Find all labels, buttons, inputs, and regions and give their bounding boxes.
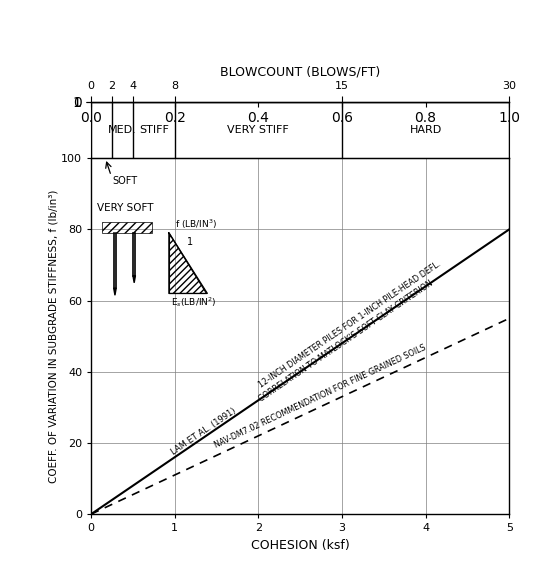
Text: SOFT: SOFT: [113, 176, 138, 186]
Polygon shape: [133, 276, 136, 282]
Text: HARD: HARD: [410, 125, 442, 135]
Text: VERY SOFT: VERY SOFT: [97, 203, 153, 213]
Text: STIFF: STIFF: [139, 125, 169, 135]
Text: 12-INCH DIAMETER PILES FOR 1-INCH PILE-HEAD DEFL.: 12-INCH DIAMETER PILES FOR 1-INCH PILE-H…: [257, 259, 443, 390]
Text: E$_s$(LB/IN$^2$): E$_s$(LB/IN$^2$): [170, 295, 216, 310]
Text: LAM ET AL. (1991): LAM ET AL. (1991): [170, 407, 238, 457]
X-axis label: BLOWCOUNT (BLOWS/FT): BLOWCOUNT (BLOWS/FT): [220, 66, 380, 79]
Text: MED.: MED.: [108, 125, 137, 135]
Text: NAV-DM7.02 RECOMMENDATION FOR FINE GRAINED SOILS: NAV-DM7.02 RECOMMENDATION FOR FINE GRAIN…: [213, 344, 427, 450]
X-axis label: COHESION (ksf): COHESION (ksf): [251, 539, 349, 552]
Y-axis label: COEFF. OF VARIATION IN SUBGRADE STIFFNESS, f (lb/in³): COEFF. OF VARIATION IN SUBGRADE STIFFNES…: [48, 189, 58, 483]
Bar: [102, 222, 152, 233]
Polygon shape: [114, 288, 116, 295]
Text: VERY STIFF: VERY STIFF: [227, 125, 289, 135]
Text: f (LB/IN$^3$): f (LB/IN$^3$): [175, 218, 217, 231]
Text: 1: 1: [187, 237, 193, 247]
Text: CORRELATION TO MATLOCK'S SOFT CLAY CRITERION: CORRELATION TO MATLOCK'S SOFT CLAY CRITE…: [257, 279, 435, 404]
